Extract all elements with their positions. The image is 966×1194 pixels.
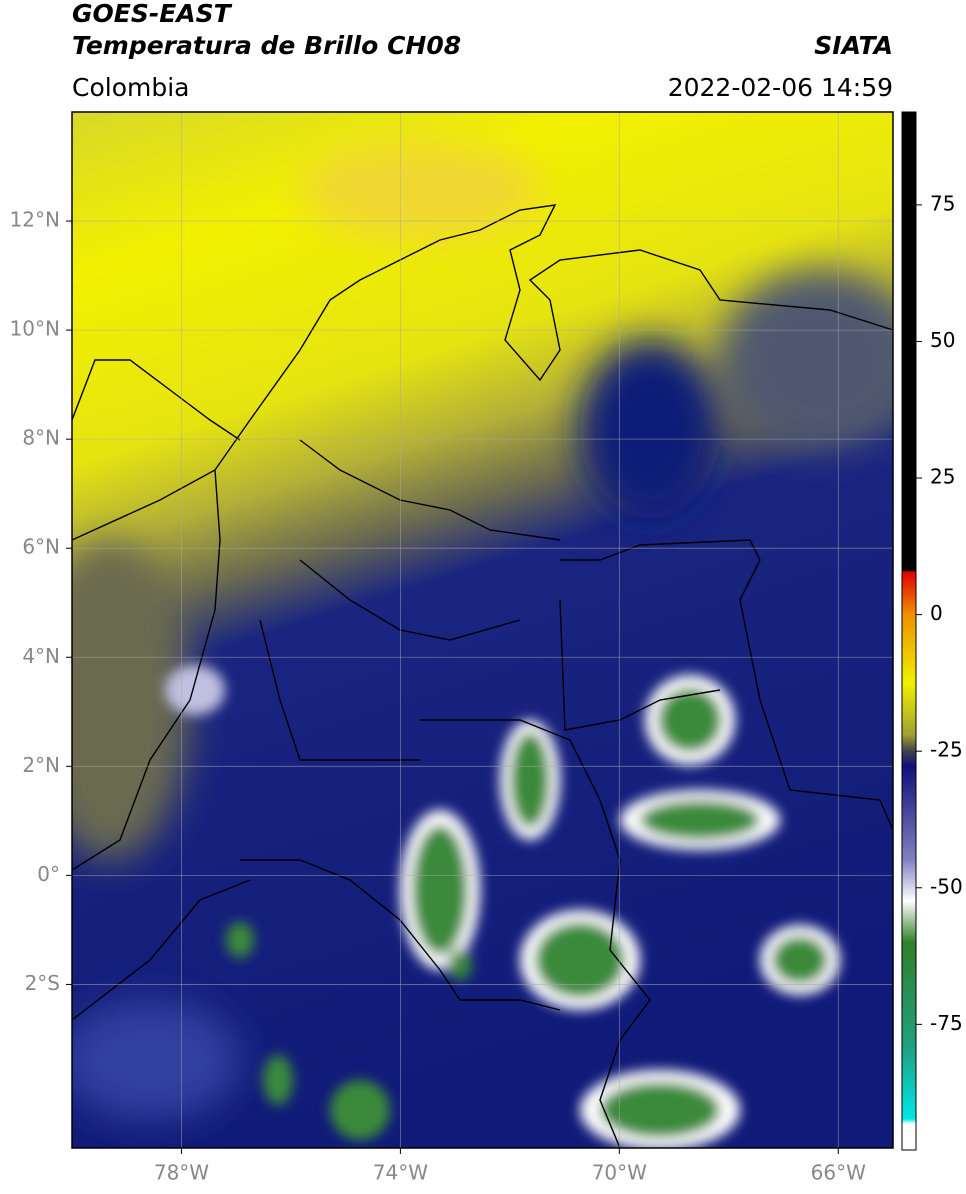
- map-frame: [71, 111, 894, 1149]
- title: GOES-EAST: [72, 0, 233, 28]
- source: SIATA: [814, 31, 893, 60]
- graticule: [72, 112, 893, 1148]
- colorbar-label: 50: [930, 328, 955, 352]
- colorbar-label: 0: [930, 601, 943, 625]
- colorbar: [901, 111, 917, 1151]
- lat-label: 0°: [37, 862, 60, 886]
- colorbar-label: 25: [930, 465, 955, 489]
- colorbar-label: -75: [930, 1011, 963, 1035]
- colorbar-label: 75: [930, 191, 955, 215]
- lon-label: 78°W: [154, 1161, 209, 1185]
- lon-label: 70°W: [592, 1161, 647, 1185]
- lon-label: 74°W: [373, 1161, 428, 1185]
- lat-label: 2°N: [22, 753, 60, 777]
- lat-label: 4°N: [22, 644, 60, 668]
- lat-label: 2°S: [25, 971, 60, 995]
- lat-label: 12°N: [10, 208, 60, 232]
- lon-label: 66°W: [811, 1161, 866, 1185]
- colorbar-label: -25: [930, 738, 963, 762]
- colorbar-label: -50: [930, 874, 963, 898]
- lat-label: 8°N: [22, 426, 60, 450]
- lat-label: 10°N: [10, 317, 60, 341]
- datetime: 2022-02-06 14:59: [668, 73, 893, 102]
- satellite-image: [72, 112, 893, 1148]
- region: Colombia: [72, 73, 189, 102]
- lat-label: 6°N: [22, 535, 60, 559]
- subtitle: Temperatura de Brillo CH08: [72, 31, 461, 60]
